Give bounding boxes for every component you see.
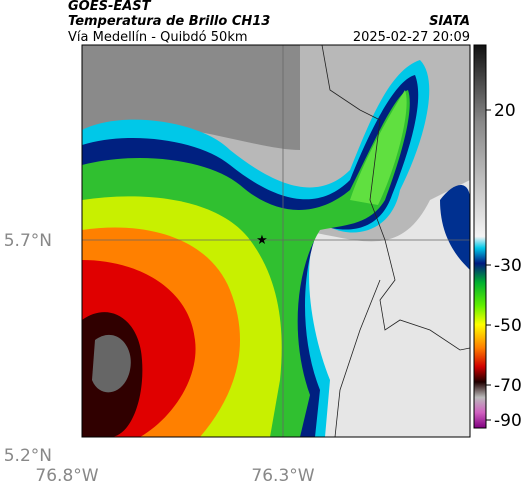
lat-label: 5.7°N <box>4 231 52 251</box>
lon-label: 76.8°W <box>35 466 98 486</box>
colorbar: 20 -30 -50 -70 -90 <box>473 44 522 431</box>
svg-text:★: ★ <box>256 233 268 248</box>
colorbar-tick-label: -30 <box>494 256 522 276</box>
brand: SIATA <box>429 14 470 29</box>
title: Temperatura de Brillo CH13 <box>68 14 270 29</box>
colorbar-tick-label: -90 <box>494 411 522 431</box>
colorbar-scale <box>473 44 487 429</box>
timestamp: 2025-02-27 20:09 <box>353 30 470 45</box>
map-axes: 5.7°N 5.2°N 76.8°W 76.3°W <box>4 231 315 486</box>
source: GOES-EAST <box>68 0 152 14</box>
colorbar-tick-label: 20 <box>494 101 516 121</box>
colorbar-tick-label: -70 <box>494 376 522 396</box>
lat-label: 5.2°N <box>4 446 52 466</box>
subtitle: Vía Medellín - Quibdó 50km <box>68 30 248 45</box>
satellite-image: ★ <box>82 45 470 437</box>
colorbar-tick-label: -50 <box>494 316 522 336</box>
header: GOES-EAST Temperatura de Brillo CH13 SIA… <box>68 0 470 45</box>
lon-label: 76.3°W <box>251 466 314 486</box>
map-frame <box>81 44 471 438</box>
